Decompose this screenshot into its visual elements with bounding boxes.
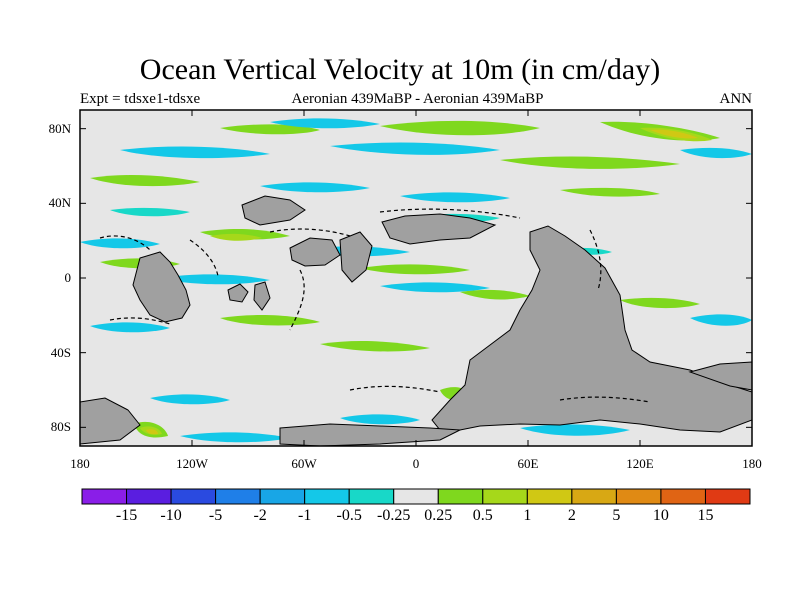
colorbar-label: -1 — [297, 507, 312, 524]
colorbar-label: -10 — [160, 507, 182, 524]
lon-tick-label: 120W — [176, 456, 208, 471]
lat-tick-label: 0 — [64, 270, 72, 285]
colorbar-label: 2 — [567, 507, 576, 524]
lat-tick-label: 80N — [48, 120, 71, 136]
colorbar-swatch — [170, 488, 217, 505]
colorbar-label: 1 — [523, 507, 532, 524]
colorbar-label: -15 — [115, 507, 138, 524]
colorbar-label: -0.25 — [377, 507, 411, 524]
colorbar-label: 0.5 — [472, 507, 493, 524]
colorbar-swatch — [526, 488, 573, 505]
colorbar-swatch — [482, 488, 528, 505]
colorbar-swatch — [259, 488, 306, 505]
experiment-label: Expt = tdsxe1-tdsxe — [80, 91, 201, 107]
landmass-gondwana — [431, 225, 752, 433]
colorbar-label: -0.5 — [336, 507, 362, 524]
colorbar-swatch — [660, 488, 706, 505]
highest-positive-velocity-regions — [146, 129, 698, 435]
landmass-southeast-peninsula — [688, 361, 752, 391]
colorbar-swatch — [81, 488, 128, 505]
land-masses — [80, 195, 752, 446]
lon-tick-label: 180 — [742, 456, 762, 471]
colorbar-swatch — [304, 488, 350, 505]
colorbar-label: 0.25 — [424, 507, 453, 524]
lat-tick-label: 40S — [50, 344, 71, 360]
colorbar-swatch — [704, 488, 751, 505]
lon-tick-label: 0 — [412, 456, 420, 471]
colorbar-swatch — [437, 488, 484, 505]
landmass-east-archipelago — [339, 231, 373, 283]
colorbar-label: -2 — [253, 507, 267, 524]
lat-tick-label: 80S — [50, 419, 71, 435]
lon-tick-label: 60E — [517, 456, 539, 471]
landmass-small-island-mid — [253, 281, 271, 311]
landmass-southern-strip — [279, 423, 462, 446]
colorbar-swatch — [215, 488, 261, 505]
axis-ticks — [79, 110, 753, 446]
colorbar-swatch — [571, 488, 617, 505]
landmass-central-islands — [289, 237, 341, 267]
landmass-north-island — [241, 195, 306, 226]
colorbar — [81, 488, 751, 505]
colorbar-swatch — [348, 488, 395, 505]
colorbar-swatch — [126, 488, 172, 505]
season-label: ANN — [719, 91, 753, 107]
landmass-small-island-west — [227, 283, 249, 303]
lon-tick-label: 60W — [291, 456, 317, 471]
colorbar-label: 15 — [697, 507, 714, 524]
lon-tick-label: 180 — [70, 456, 90, 471]
landmass-north-continent — [381, 213, 497, 245]
lon-tick-label: 120E — [626, 456, 654, 471]
lat-tick-label: 40N — [48, 195, 71, 211]
colorbar-label: 5 — [612, 507, 621, 524]
colorbar-label: 10 — [652, 507, 669, 524]
chart-title: Ocean Vertical Velocity at 10m (in cm/da… — [139, 53, 661, 86]
landmass-southwest — [80, 397, 141, 445]
colorbar-swatch — [393, 488, 439, 505]
colorbar-swatch — [615, 488, 662, 505]
period-label: Aeronian 439MaBP - Aeronian 439MaBP — [291, 91, 544, 107]
landmass-pacific-island — [132, 251, 191, 323]
colorbar-label: -5 — [208, 507, 223, 524]
shelf-outlines — [99, 208, 651, 403]
